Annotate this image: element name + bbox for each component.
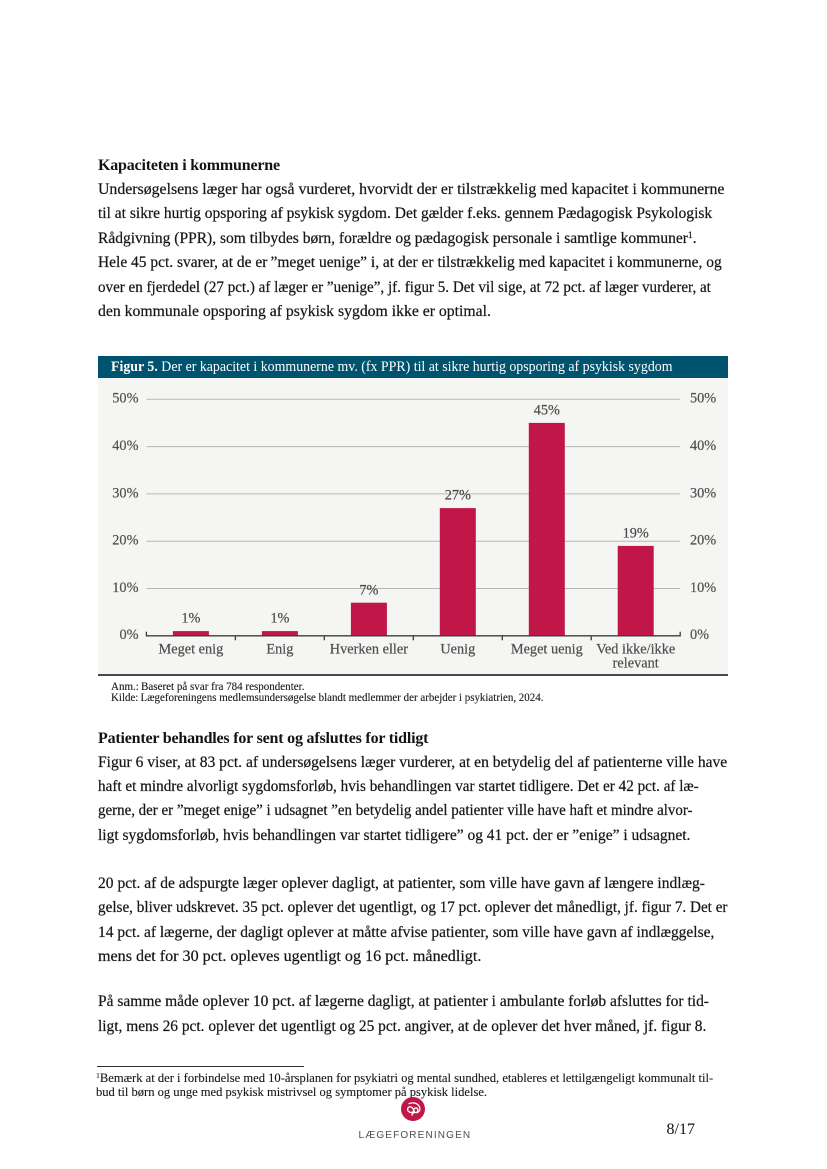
svg-text:50%: 50% [690, 391, 716, 407]
svg-text:1%: 1% [181, 611, 200, 627]
svg-text:1%: 1% [270, 611, 289, 627]
svg-text:19%: 19% [623, 526, 649, 542]
svg-text:7%: 7% [359, 582, 378, 598]
svg-text:30%: 30% [112, 485, 138, 501]
svg-text:40%: 40% [690, 438, 716, 454]
svg-text:relevant: relevant [613, 656, 659, 672]
svg-text:Meget enig: Meget enig [159, 642, 224, 658]
svg-text:0%: 0% [690, 627, 709, 643]
svg-text:27%: 27% [445, 488, 471, 504]
svg-text:0%: 0% [119, 627, 138, 643]
svg-text:20%: 20% [690, 533, 716, 549]
svg-text:Hverken eller: Hverken eller [330, 642, 408, 658]
svg-text:Uenig: Uenig [440, 642, 475, 658]
svg-text:50%: 50% [112, 391, 138, 407]
svg-text:Meget uenig: Meget uenig [511, 642, 583, 658]
svg-text:40%: 40% [112, 438, 138, 454]
svg-text:10%: 10% [690, 580, 716, 596]
svg-text:20%: 20% [112, 533, 138, 549]
svg-text:10%: 10% [112, 580, 138, 596]
svg-text:Enig: Enig [266, 642, 293, 658]
svg-text:Ved ikke/ikke: Ved ikke/ikke [596, 642, 675, 658]
svg-text:45%: 45% [534, 403, 560, 419]
svg-text:30%: 30% [690, 485, 716, 501]
